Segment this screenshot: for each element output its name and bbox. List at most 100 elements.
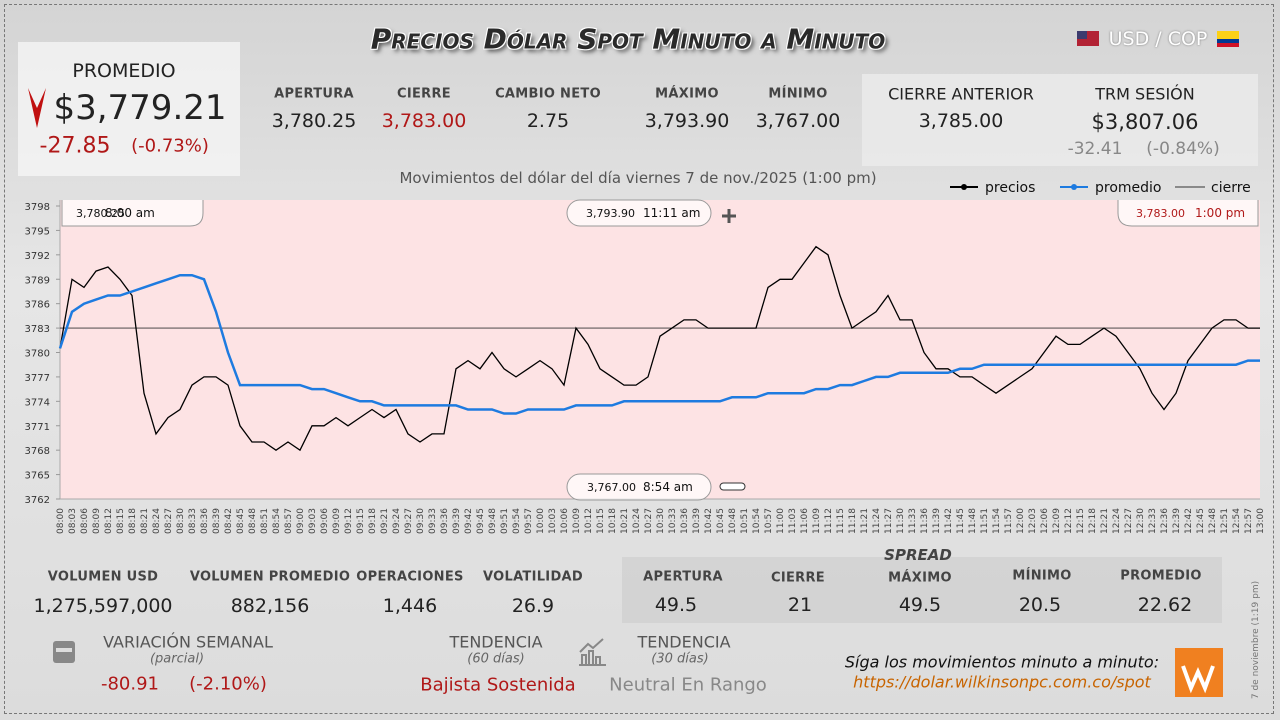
x-tick-label: 11:45	[956, 508, 966, 534]
x-tick-label: 09:06	[320, 508, 330, 534]
spread-title: SPREAD	[884, 546, 952, 564]
x-tick-label: 11:30	[896, 508, 906, 534]
x-tick-label: 08:48	[248, 508, 258, 534]
volume-value: 1,275,597,000	[33, 595, 173, 617]
weekly-note: (parcial)	[149, 651, 205, 667]
promedio-box	[18, 42, 240, 176]
annotation-box	[61, 200, 204, 227]
y-tick-label: 3780	[25, 349, 50, 360]
x-tick-label: 09:27	[404, 508, 414, 534]
y-tick-label: 3795	[25, 226, 50, 237]
x-tick-label: 11:09	[812, 508, 822, 534]
calendar-icon	[56, 648, 72, 652]
weekly-change: -80.91	[100, 673, 160, 695]
frame	[4, 4, 1274, 714]
stat-value: 2.75	[526, 110, 570, 132]
annotation-time: 11:11 am	[643, 206, 700, 220]
x-tick-label: 11:03	[788, 508, 798, 534]
x-tick-label: 12:21	[1100, 508, 1110, 534]
x-tick-label: 10:39	[692, 508, 702, 534]
x-tick-label: 13:00	[1256, 508, 1266, 534]
scroll-handle[interactable]	[719, 482, 746, 491]
x-tick-label: 11:39	[932, 508, 942, 534]
close-box	[862, 74, 1258, 166]
annotation-box	[566, 473, 712, 501]
x-tick-label: 12:27	[1124, 508, 1134, 534]
x-tick-label: 11:57	[1004, 508, 1014, 534]
x-tick-label: 10:30	[656, 508, 666, 534]
x-tick-label: 11:00	[776, 508, 786, 534]
x-tick-label: 09:03	[308, 508, 318, 534]
stat-value: 3,783.00	[381, 110, 467, 132]
x-tick-label: 12:54	[1232, 508, 1242, 534]
promedio-change: -27.85	[39, 133, 111, 159]
x-tick-label: 08:30	[176, 508, 186, 534]
trend-value: Neutral En Rango	[609, 674, 767, 696]
footer-url[interactable]: https://dolar.wilkinsonpc.com.co/spot	[853, 672, 1151, 692]
y-tick-label: 3786	[25, 300, 50, 311]
x-tick-label: 12:18	[1088, 508, 1098, 534]
trend-note: (60 días)	[467, 651, 525, 667]
stat-value: 3,793.90	[644, 110, 730, 132]
x-tick-label: 09:54	[512, 508, 522, 534]
x-tick-label: 12:36	[1160, 508, 1170, 534]
spread-value: 22.62	[1137, 594, 1193, 616]
zoom-icon[interactable]	[722, 209, 736, 223]
x-tick-label: 10:54	[752, 508, 762, 534]
x-tick-label: 08:42	[224, 508, 234, 534]
flag-us-canton	[1077, 31, 1087, 39]
x-tick-label: 08:15	[116, 508, 126, 534]
plot-background	[60, 200, 1260, 499]
annotation-time: 8:54 am	[643, 480, 693, 494]
x-tick-label: 10:18	[608, 508, 618, 534]
y-tick-label: 3789	[25, 275, 50, 286]
x-tick-label: 10:00	[536, 508, 546, 534]
x-tick-label: 09:57	[524, 508, 534, 534]
annotation-value: 3,793.90	[586, 207, 635, 220]
y-tick-label: 3768	[25, 446, 50, 457]
stat-value: 3,767.00	[755, 110, 841, 132]
stat-label: MÁXIMO	[655, 86, 719, 102]
stat-label: MÍNIMO	[768, 86, 828, 102]
y-tick-label: 3792	[25, 251, 50, 262]
x-tick-label: 08:00	[56, 508, 66, 534]
x-tick-label: 12:45	[1196, 508, 1206, 534]
legend-swatch	[1071, 184, 1077, 190]
y-tick-label: 3771	[25, 422, 50, 433]
x-tick-label: 12:42	[1184, 508, 1194, 534]
flag-co	[1217, 43, 1239, 47]
legend-swatch	[961, 184, 967, 190]
x-tick-label: 10:09	[572, 508, 582, 534]
x-tick-label: 08:09	[92, 508, 102, 534]
x-tick-label: 10:51	[740, 508, 750, 534]
spread-value: 20.5	[1018, 594, 1062, 616]
prev-close-label: CIERRE ANTERIOR	[888, 84, 1034, 104]
spread-value: 49.5	[898, 594, 942, 616]
x-tick-label: 11:06	[800, 508, 810, 534]
stat-value: 3,780.25	[271, 110, 357, 132]
x-tick-label: 09:51	[500, 508, 510, 534]
x-tick-label: 08:54	[272, 508, 282, 534]
flag-co	[1217, 31, 1239, 39]
x-tick-label: 10:48	[728, 508, 738, 534]
stat-label: CAMBIO NETO	[495, 86, 601, 102]
x-tick-label: 11:18	[848, 508, 858, 534]
x-tick-label: 11:27	[884, 508, 894, 534]
promedio-change-pct: (-0.73%)	[131, 135, 209, 157]
x-tick-label: 10:45	[716, 508, 726, 534]
x-tick-label: 12:24	[1112, 508, 1122, 534]
volume-label: VOLUMEN PROMEDIO	[189, 569, 351, 585]
x-tick-label: 09:39	[452, 508, 462, 534]
legend-label: promedio	[1095, 180, 1162, 196]
x-tick-label: 09:45	[476, 508, 486, 534]
trm-change: -32.41	[1067, 139, 1123, 159]
x-tick-label: 12:06	[1040, 508, 1050, 534]
annotation-time: 8:00 am	[105, 206, 155, 220]
chart-subtitle: Movimientos del dólar del día viernes 7 …	[399, 169, 877, 187]
annotation-box	[566, 199, 712, 227]
trend-note: (30 días)	[651, 651, 709, 667]
x-tick-label: 08:39	[212, 508, 222, 534]
x-tick-label: 10:57	[764, 508, 774, 534]
spread-label: PROMEDIO	[1120, 568, 1202, 584]
